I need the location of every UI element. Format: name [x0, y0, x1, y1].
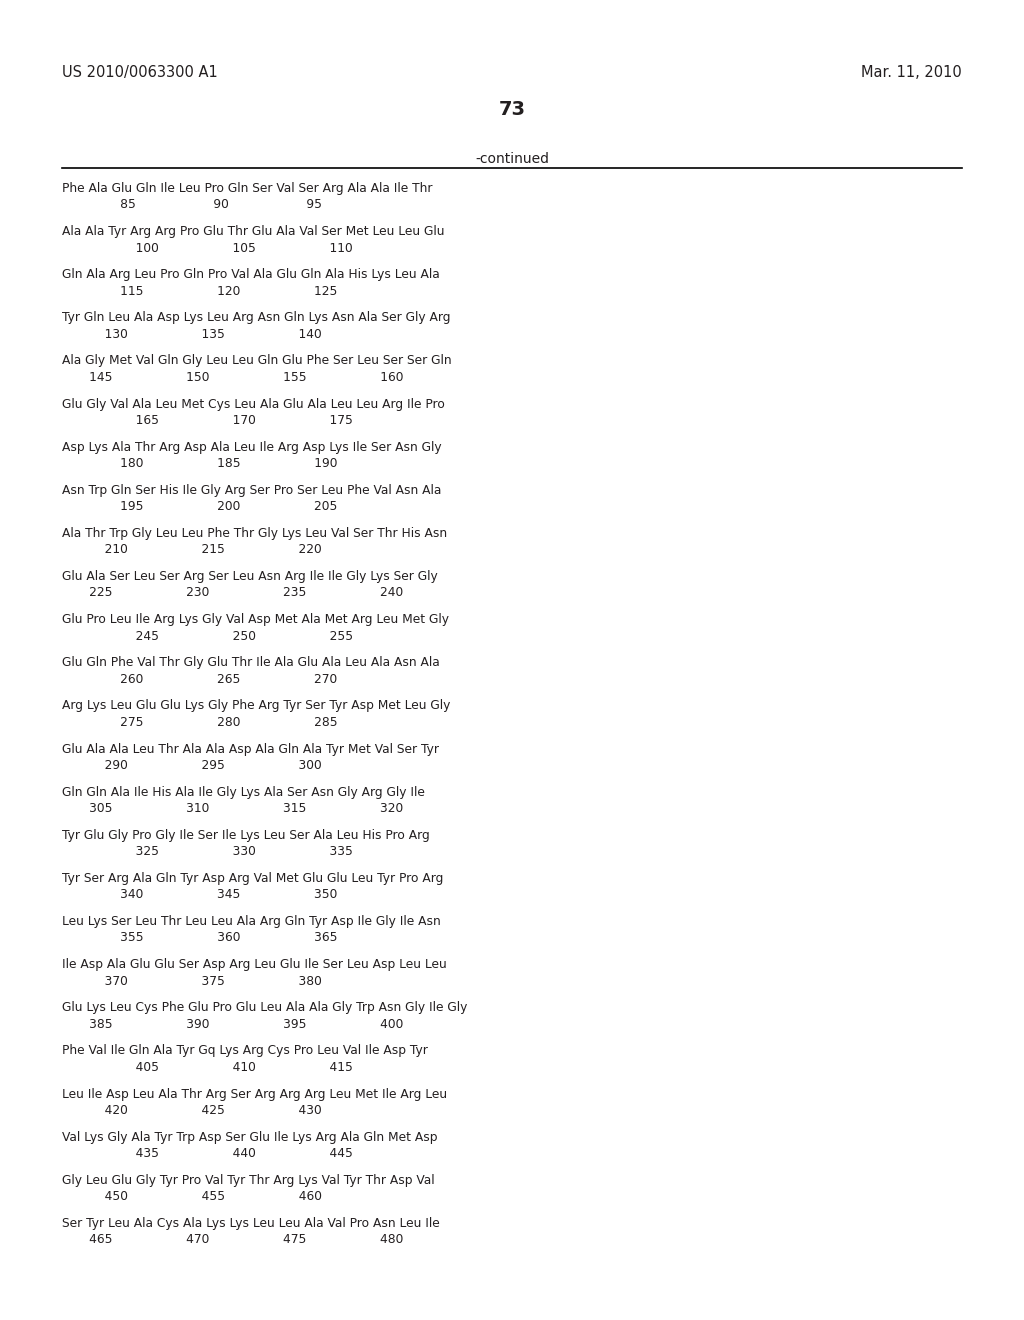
Text: Mar. 11, 2010: Mar. 11, 2010	[861, 65, 962, 81]
Text: 435                   440                   445: 435 440 445	[62, 1147, 353, 1160]
Text: Ser Tyr Leu Ala Cys Ala Lys Lys Leu Leu Ala Val Pro Asn Leu Ile: Ser Tyr Leu Ala Cys Ala Lys Lys Leu Leu …	[62, 1217, 439, 1230]
Text: 245                   250                   255: 245 250 255	[62, 630, 353, 643]
Text: 305                   310                   315                   320: 305 310 315 320	[62, 803, 403, 814]
Text: 405                   410                   415: 405 410 415	[62, 1061, 353, 1073]
Text: Arg Lys Leu Glu Glu Lys Gly Phe Arg Tyr Ser Tyr Asp Met Leu Gly: Arg Lys Leu Glu Glu Lys Gly Phe Arg Tyr …	[62, 700, 451, 713]
Text: Glu Ala Ala Leu Thr Ala Ala Asp Ala Gln Ala Tyr Met Val Ser Tyr: Glu Ala Ala Leu Thr Ala Ala Asp Ala Gln …	[62, 743, 439, 755]
Text: 145                   150                   155                   160: 145 150 155 160	[62, 371, 403, 384]
Text: Ala Ala Tyr Arg Arg Pro Glu Thr Glu Ala Val Ser Met Leu Leu Glu: Ala Ala Tyr Arg Arg Pro Glu Thr Glu Ala …	[62, 226, 444, 238]
Text: 85                    90                    95: 85 90 95	[62, 198, 322, 211]
Text: Phe Ala Glu Gln Ile Leu Pro Gln Ser Val Ser Arg Ala Ala Ile Thr: Phe Ala Glu Gln Ile Leu Pro Gln Ser Val …	[62, 182, 432, 195]
Text: Tyr Gln Leu Ala Asp Lys Leu Arg Asn Gln Lys Asn Ala Ser Gly Arg: Tyr Gln Leu Ala Asp Lys Leu Arg Asn Gln …	[62, 312, 451, 325]
Text: Glu Gly Val Ala Leu Met Cys Leu Ala Glu Ala Leu Leu Arg Ile Pro: Glu Gly Val Ala Leu Met Cys Leu Ala Glu …	[62, 397, 444, 411]
Text: Leu Lys Ser Leu Thr Leu Leu Ala Arg Gln Tyr Asp Ile Gly Ile Asn: Leu Lys Ser Leu Thr Leu Leu Ala Arg Gln …	[62, 915, 440, 928]
Text: Ala Thr Trp Gly Leu Leu Phe Thr Gly Lys Leu Val Ser Thr His Asn: Ala Thr Trp Gly Leu Leu Phe Thr Gly Lys …	[62, 527, 447, 540]
Text: Glu Gln Phe Val Thr Gly Glu Thr Ile Ala Glu Ala Leu Ala Asn Ala: Glu Gln Phe Val Thr Gly Glu Thr Ile Ala …	[62, 656, 439, 669]
Text: 180                   185                   190: 180 185 190	[62, 457, 338, 470]
Text: 355                   360                   365: 355 360 365	[62, 932, 338, 944]
Text: 290                   295                   300: 290 295 300	[62, 759, 322, 772]
Text: Val Lys Gly Ala Tyr Trp Asp Ser Glu Ile Lys Arg Ala Gln Met Asp: Val Lys Gly Ala Tyr Trp Asp Ser Glu Ile …	[62, 1131, 437, 1143]
Text: Gly Leu Glu Gly Tyr Pro Val Tyr Thr Arg Lys Val Tyr Thr Asp Val: Gly Leu Glu Gly Tyr Pro Val Tyr Thr Arg …	[62, 1173, 434, 1187]
Text: Asp Lys Ala Thr Arg Asp Ala Leu Ile Arg Asp Lys Ile Ser Asn Gly: Asp Lys Ala Thr Arg Asp Ala Leu Ile Arg …	[62, 441, 441, 454]
Text: Tyr Ser Arg Ala Gln Tyr Asp Arg Val Met Glu Glu Leu Tyr Pro Arg: Tyr Ser Arg Ala Gln Tyr Asp Arg Val Met …	[62, 873, 443, 884]
Text: 73: 73	[499, 100, 525, 119]
Text: 465                   470                   475                   480: 465 470 475 480	[62, 1233, 403, 1246]
Text: -continued: -continued	[475, 152, 549, 166]
Text: 130                   135                   140: 130 135 140	[62, 327, 322, 341]
Text: 115                   120                   125: 115 120 125	[62, 285, 337, 297]
Text: 165                   170                   175: 165 170 175	[62, 414, 353, 426]
Text: Asn Trp Gln Ser His Ile Gly Arg Ser Pro Ser Leu Phe Val Asn Ala: Asn Trp Gln Ser His Ile Gly Arg Ser Pro …	[62, 484, 441, 496]
Text: 275                   280                   285: 275 280 285	[62, 715, 338, 729]
Text: 260                   265                   270: 260 265 270	[62, 673, 337, 685]
Text: 325                   330                   335: 325 330 335	[62, 845, 353, 858]
Text: Glu Pro Leu Ile Arg Lys Gly Val Asp Met Ala Met Arg Leu Met Gly: Glu Pro Leu Ile Arg Lys Gly Val Asp Met …	[62, 614, 449, 626]
Text: US 2010/0063300 A1: US 2010/0063300 A1	[62, 65, 218, 81]
Text: 225                   230                   235                   240: 225 230 235 240	[62, 586, 403, 599]
Text: 340                   345                   350: 340 345 350	[62, 888, 337, 902]
Text: 420                   425                   430: 420 425 430	[62, 1104, 322, 1117]
Text: Tyr Glu Gly Pro Gly Ile Ser Ile Lys Leu Ser Ala Leu His Pro Arg: Tyr Glu Gly Pro Gly Ile Ser Ile Lys Leu …	[62, 829, 430, 842]
Text: Gln Ala Arg Leu Pro Gln Pro Val Ala Glu Gln Ala His Lys Leu Ala: Gln Ala Arg Leu Pro Gln Pro Val Ala Glu …	[62, 268, 439, 281]
Text: Ala Gly Met Val Gln Gly Leu Leu Gln Glu Phe Ser Leu Ser Ser Gln: Ala Gly Met Val Gln Gly Leu Leu Gln Glu …	[62, 355, 452, 367]
Text: 370                   375                   380: 370 375 380	[62, 974, 322, 987]
Text: Gln Gln Ala Ile His Ala Ile Gly Lys Ala Ser Asn Gly Arg Gly Ile: Gln Gln Ala Ile His Ala Ile Gly Lys Ala …	[62, 785, 425, 799]
Text: Glu Lys Leu Cys Phe Glu Pro Glu Leu Ala Ala Gly Trp Asn Gly Ile Gly: Glu Lys Leu Cys Phe Glu Pro Glu Leu Ala …	[62, 1002, 467, 1014]
Text: Leu Ile Asp Leu Ala Thr Arg Ser Arg Arg Arg Leu Met Ile Arg Leu: Leu Ile Asp Leu Ala Thr Arg Ser Arg Arg …	[62, 1088, 447, 1101]
Text: 100                   105                   110: 100 105 110	[62, 242, 352, 255]
Text: Ile Asp Ala Glu Glu Ser Asp Arg Leu Glu Ile Ser Leu Asp Leu Leu: Ile Asp Ala Glu Glu Ser Asp Arg Leu Glu …	[62, 958, 446, 972]
Text: 195                   200                   205: 195 200 205	[62, 500, 337, 513]
Text: Phe Val Ile Gln Ala Tyr Gq Lys Arg Cys Pro Leu Val Ile Asp Tyr: Phe Val Ile Gln Ala Tyr Gq Lys Arg Cys P…	[62, 1044, 428, 1057]
Text: Glu Ala Ser Leu Ser Arg Ser Leu Asn Arg Ile Ile Gly Lys Ser Gly: Glu Ala Ser Leu Ser Arg Ser Leu Asn Arg …	[62, 570, 437, 583]
Text: 210                   215                   220: 210 215 220	[62, 544, 322, 556]
Text: 450                   455                   460: 450 455 460	[62, 1191, 322, 1203]
Text: 385                   390                   395                   400: 385 390 395 400	[62, 1018, 403, 1031]
